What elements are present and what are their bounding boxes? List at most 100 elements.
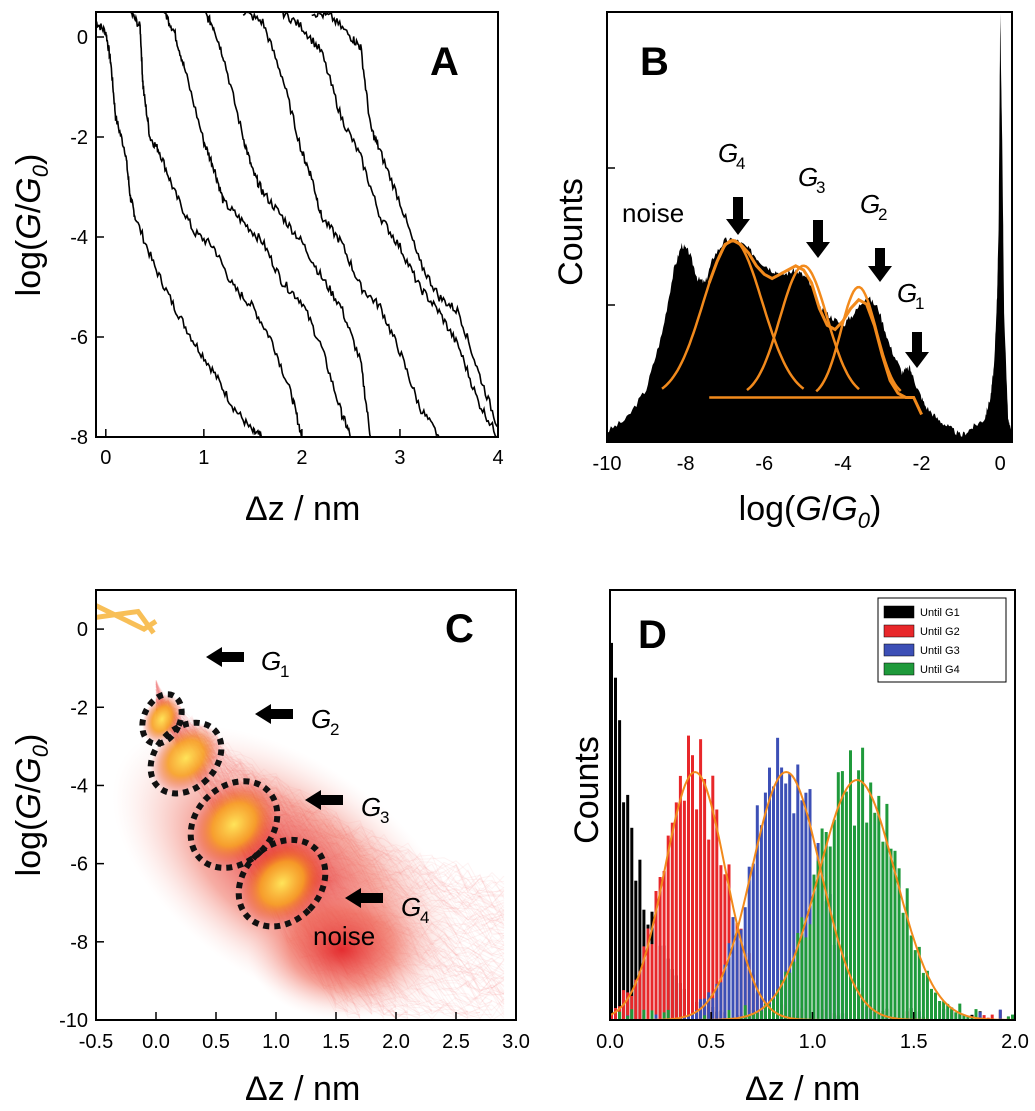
panel-d-bar bbox=[755, 805, 759, 1020]
panel-d-bar bbox=[735, 932, 739, 1020]
panel-d-bar bbox=[715, 983, 719, 1020]
panel-d-bar bbox=[618, 1011, 622, 1020]
panel-d-bar bbox=[998, 1009, 1002, 1020]
panel-d-bar bbox=[897, 868, 901, 1020]
panel-c-cluster-outline-G3 bbox=[187, 778, 281, 871]
panel-d-bar bbox=[642, 946, 646, 1020]
panel-c-cluster-outline-G1 bbox=[139, 691, 185, 747]
panel-d-bar bbox=[682, 800, 686, 1020]
panel-d-fit-4 bbox=[610, 778, 1013, 1020]
panel-d-bar bbox=[711, 775, 715, 1020]
panel-d-bar bbox=[614, 1008, 617, 1020]
panel-d-bar bbox=[938, 1001, 942, 1020]
panel-b-arrow-shaft bbox=[813, 220, 823, 244]
panel-d-bar bbox=[800, 800, 804, 1020]
panel-d-bar bbox=[824, 832, 828, 1020]
panel-d-bar bbox=[682, 1016, 686, 1020]
panel-d-bar bbox=[768, 1004, 771, 1020]
panel-c-hotspot-G4 bbox=[238, 839, 326, 927]
panel-b-xtick-label: -10 bbox=[593, 453, 622, 475]
panel-d-bar bbox=[873, 812, 877, 1020]
panel-d-bar bbox=[630, 1009, 634, 1020]
panel-d-bar bbox=[650, 944, 654, 1020]
panel-d-bar bbox=[840, 771, 844, 1020]
panel-b-peak-sub-G4: 4 bbox=[736, 154, 745, 173]
panel-d-bar bbox=[861, 747, 865, 1020]
panel-d-bar bbox=[816, 860, 820, 1020]
panel-d-bar bbox=[958, 1003, 962, 1020]
panel-a-ylabel: log(G/G0) bbox=[10, 154, 53, 297]
panel-d-bar bbox=[832, 819, 836, 1020]
panel-d-legend-label: Until G2 bbox=[920, 626, 960, 638]
panel-d-legend-swatch bbox=[883, 662, 915, 676]
panel-d-bar bbox=[893, 850, 897, 1020]
panel-d-bar bbox=[707, 839, 711, 1020]
panel-d-bar bbox=[751, 863, 755, 1020]
panel-d-bar bbox=[784, 783, 788, 1020]
panel-d-bar bbox=[743, 907, 747, 1020]
panel-d-bar bbox=[622, 802, 626, 1020]
panel-c-label: C bbox=[445, 607, 474, 651]
panel-d-bar bbox=[796, 933, 800, 1020]
panel-b-arrow-head bbox=[905, 352, 929, 368]
panel-c-frame bbox=[95, 589, 517, 1021]
panel-d-bar bbox=[780, 767, 784, 1020]
panel-d-bar bbox=[808, 924, 812, 1020]
panel-c-cluster-outline-G4 bbox=[235, 836, 329, 930]
panel-d-bar bbox=[889, 848, 893, 1020]
panel-d-legend-swatch bbox=[883, 624, 915, 638]
panel-d-bar bbox=[642, 1009, 646, 1020]
panel-d-bar bbox=[687, 1016, 690, 1020]
panel-d-bar bbox=[747, 866, 751, 1020]
panel-d-bar bbox=[804, 937, 808, 1020]
panel-b-xtick-label: 0 bbox=[995, 453, 1006, 475]
panel-c-sub-G3: 3 bbox=[380, 808, 389, 827]
panel-d-bar bbox=[662, 1012, 666, 1020]
panel-d-bar bbox=[751, 1013, 755, 1020]
panel-d-bar bbox=[743, 1005, 747, 1020]
panel-d-bar bbox=[755, 1013, 759, 1020]
panel-c-xtick-label: 0.0 bbox=[142, 1031, 170, 1053]
panel-c-sub-G2: 2 bbox=[330, 720, 339, 739]
panel-c-ylabel: log(G/G0) bbox=[10, 734, 53, 877]
panel-d-bar bbox=[885, 803, 889, 1020]
panel-d-bar bbox=[776, 737, 780, 1020]
panel-b-label: B bbox=[640, 40, 669, 84]
panel-d-bar bbox=[638, 859, 642, 1020]
panel-a-label: A bbox=[430, 40, 459, 84]
panel-d-bar bbox=[703, 1015, 707, 1020]
panel-c-ytick-label: 0 bbox=[77, 619, 88, 641]
panel-d-bar bbox=[727, 864, 731, 1020]
panel-b-peak-sub-G3: 3 bbox=[816, 178, 825, 197]
panel-d-bar bbox=[849, 750, 852, 1020]
panel-d-ylabel: Counts bbox=[568, 736, 606, 844]
panel-d-bar bbox=[618, 720, 622, 1020]
panel-b-xtick-label: -6 bbox=[755, 453, 773, 475]
panel-d-bar bbox=[800, 917, 804, 1020]
panel-c-xlabel: Δz / nm bbox=[245, 1070, 360, 1108]
panel-a-xtick-label: 4 bbox=[492, 447, 503, 469]
panel-d-bar bbox=[614, 677, 617, 1020]
panel-d-bar bbox=[792, 961, 796, 1020]
panel-d-bar bbox=[691, 755, 694, 1020]
panel-c-label-G3: G bbox=[361, 792, 381, 822]
panel-c-xtick-label: 1.5 bbox=[322, 1031, 350, 1053]
panel-a-xtick-label: 1 bbox=[198, 447, 209, 469]
panel-d-bar bbox=[1011, 1014, 1014, 1020]
panel-d-fit-3 bbox=[610, 770, 1013, 1020]
panel-d-bar bbox=[654, 1014, 658, 1020]
panel-a-ytick-label: -2 bbox=[70, 127, 88, 149]
panel-d-bar bbox=[634, 979, 638, 1020]
panel-d-bar bbox=[934, 992, 937, 1020]
panel-d-bar bbox=[678, 775, 682, 1020]
panel-d-bar bbox=[626, 794, 630, 1020]
panel-d-bar bbox=[759, 825, 763, 1020]
panel-d-bar bbox=[747, 1014, 751, 1020]
panel-d-xtick-label: 1.0 bbox=[799, 1031, 827, 1053]
panel-d-bar bbox=[970, 1017, 974, 1020]
panel-d-bar bbox=[715, 809, 719, 1020]
panel-b-arrow-shaft bbox=[912, 332, 922, 354]
panel-d-bar bbox=[820, 828, 824, 1020]
panel-d-bar bbox=[954, 1012, 958, 1020]
